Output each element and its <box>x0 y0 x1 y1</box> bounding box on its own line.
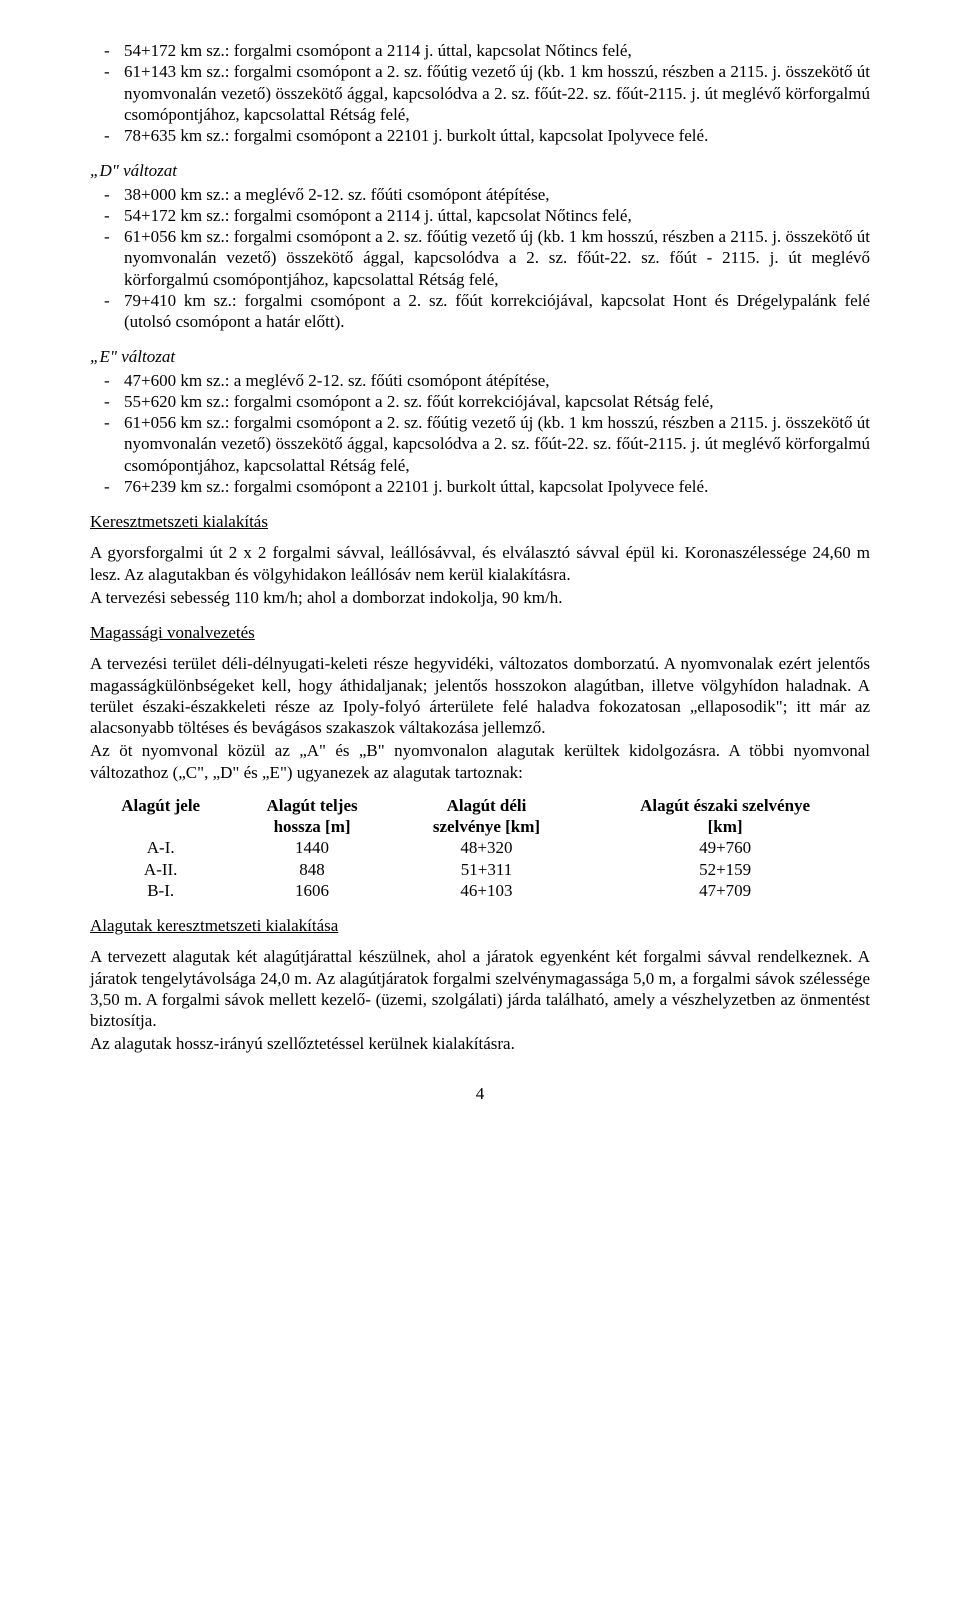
bullet-text: 76+239 km sz.: forgalmi csomópont a 2210… <box>124 476 870 497</box>
list-item: - 78+635 km sz.: forgalmi csomópont a 22… <box>90 125 870 146</box>
cell: 51+311 <box>393 859 580 880</box>
list-item: - 47+600 km sz.: a meglévő 2-12. sz. főú… <box>90 370 870 391</box>
e-bullet-list: - 47+600 km sz.: a meglévő 2-12. sz. főú… <box>90 370 870 498</box>
bullet-text: 54+172 km sz.: forgalmi csomópont a 2114… <box>124 40 870 61</box>
bullet-text: 47+600 km sz.: a meglévő 2-12. sz. főúti… <box>124 370 870 391</box>
dash: - <box>90 290 124 311</box>
header-label: Alagút jele <box>121 796 200 815</box>
list-item: - 79+410 km sz.: forgalmi csomópont a 2.… <box>90 290 870 333</box>
bullet-text: 61+056 km sz.: forgalmi csomópont a 2. s… <box>124 226 870 290</box>
cell: 49+760 <box>580 837 870 858</box>
dash: - <box>90 412 124 433</box>
page-number: 4 <box>90 1083 870 1104</box>
cross-section-para1: A gyorsforgalmi út 2 x 2 forgalmi sávval… <box>90 542 870 585</box>
col-eszaki-szelvenye: Alagút északi szelvénye[km] <box>580 795 870 838</box>
bullet-text: 55+620 km sz.: forgalmi csomópont a 2. s… <box>124 391 870 412</box>
d-variant-label: „D" változat <box>90 160 870 181</box>
list-item: - 55+620 km sz.: forgalmi csomópont a 2.… <box>90 391 870 412</box>
cell: 1606 <box>231 880 392 901</box>
dash: - <box>90 391 124 412</box>
bullet-text: 61+056 km sz.: forgalmi csomópont a 2. s… <box>124 412 870 476</box>
tunnel-cross-para1: A tervezett alagutak két alagútjárattal … <box>90 946 870 1031</box>
cell: 48+320 <box>393 837 580 858</box>
list-item: - 61+143 km sz.: forgalmi csomópont a 2.… <box>90 61 870 125</box>
list-item: - 76+239 km sz.: forgalmi csomópont a 22… <box>90 476 870 497</box>
dash: - <box>90 476 124 497</box>
list-item: - 61+056 km sz.: forgalmi csomópont a 2.… <box>90 226 870 290</box>
dash: - <box>90 40 124 61</box>
cell: 52+159 <box>580 859 870 880</box>
cell: A-II. <box>90 859 231 880</box>
table-row: A-II. 848 51+311 52+159 <box>90 859 870 880</box>
height-para2: Az öt nyomvonal közül az „A" és „B" nyom… <box>90 740 870 783</box>
dash: - <box>90 205 124 226</box>
e-variant-label: „E" változat <box>90 346 870 367</box>
height-para1: A tervezési terület déli-délnyugati-kele… <box>90 653 870 738</box>
bullet-text: 61+143 km sz.: forgalmi csomópont a 2. s… <box>124 61 870 125</box>
cell: 1440 <box>231 837 392 858</box>
table-row: B-I. 1606 46+103 47+709 <box>90 880 870 901</box>
tunnel-cross-title: Alagutak keresztmetszeti kialakítása <box>90 915 870 936</box>
dash: - <box>90 61 124 82</box>
dash: - <box>90 370 124 391</box>
height-title: Magassági vonalvezetés <box>90 622 870 643</box>
bullet-text: 79+410 km sz.: forgalmi csomópont a 2. s… <box>124 290 870 333</box>
list-item: - 54+172 km sz.: forgalmi csomópont a 21… <box>90 205 870 226</box>
table-row: A-I. 1440 48+320 49+760 <box>90 837 870 858</box>
bullet-text: 78+635 km sz.: forgalmi csomópont a 2210… <box>124 125 870 146</box>
top-bullet-list: - 54+172 km sz.: forgalmi csomópont a 21… <box>90 40 870 146</box>
tunnel-table: Alagút jele Alagút teljeshossza [m] Alag… <box>90 795 870 901</box>
col-alagut-jele: Alagút jele <box>90 795 231 838</box>
cross-section-title: Keresztmetszeti kialakítás <box>90 511 870 532</box>
d-bullet-list: - 38+000 km sz.: a meglévő 2-12. sz. főú… <box>90 184 870 333</box>
page: - 54+172 km sz.: forgalmi csomópont a 21… <box>0 0 960 1622</box>
cell: 848 <box>231 859 392 880</box>
cross-section-para2: A tervezési sebesség 110 km/h; ahol a do… <box>90 587 870 608</box>
tunnel-cross-para2: Az alagutak hossz-irányú szellőztetéssel… <box>90 1033 870 1054</box>
col-teljes-hossza: Alagút teljeshossza [m] <box>231 795 392 838</box>
cell: 46+103 <box>393 880 580 901</box>
list-item: - 38+000 km sz.: a meglévő 2-12. sz. főú… <box>90 184 870 205</box>
dash: - <box>90 226 124 247</box>
bullet-text: 38+000 km sz.: a meglévő 2-12. sz. főúti… <box>124 184 870 205</box>
cell: 47+709 <box>580 880 870 901</box>
list-item: - 61+056 km sz.: forgalmi csomópont a 2.… <box>90 412 870 476</box>
cell: A-I. <box>90 837 231 858</box>
cell: B-I. <box>90 880 231 901</box>
dash: - <box>90 184 124 205</box>
col-deli-szelvenye: Alagút déliszelvénye [km] <box>393 795 580 838</box>
list-item: - 54+172 km sz.: forgalmi csomópont a 21… <box>90 40 870 61</box>
dash: - <box>90 125 124 146</box>
table-header-row: Alagút jele Alagút teljeshossza [m] Alag… <box>90 795 870 838</box>
bullet-text: 54+172 km sz.: forgalmi csomópont a 2114… <box>124 205 870 226</box>
